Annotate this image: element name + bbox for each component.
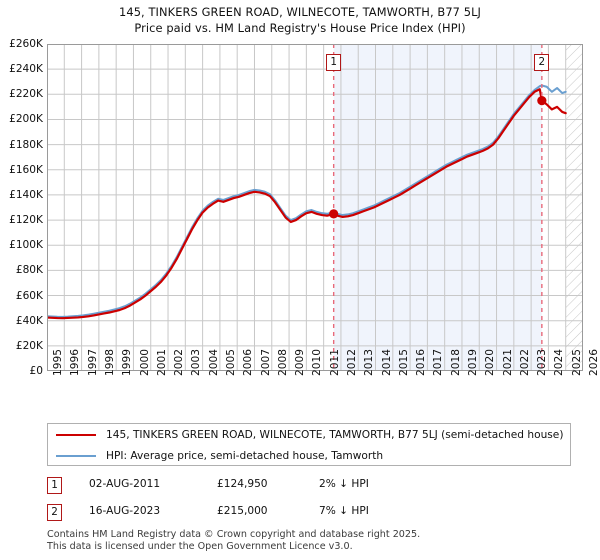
line-swatch-icon-hpi <box>56 455 96 457</box>
transaction-row-1: 1 02-AUG-2011 £124,950 2% ↓ HPI <box>47 477 571 496</box>
footer-line-1: Contains HM Land Registry data © Crown c… <box>47 529 421 540</box>
legend-item-price-paid: 145, TINKERS GREEN ROAD, WILNECOTE, TAMW… <box>48 425 570 445</box>
line-swatch-icon-price-paid <box>56 434 96 436</box>
transaction-badge-2: 2 <box>47 504 62 521</box>
legend-label-hpi: HPI: Average price, semi-detached house,… <box>106 450 384 462</box>
transaction-date-1: 02-AUG-2011 <box>89 478 161 490</box>
chart-series <box>47 84 567 320</box>
transaction-price-1: £124,950 <box>217 478 268 490</box>
transaction-point-markers <box>329 95 547 219</box>
transaction-price-2: £215,000 <box>217 505 268 517</box>
price-history-line-chart <box>47 44 583 371</box>
title-line-2: Price paid vs. HM Land Registry's House … <box>134 21 466 35</box>
transaction-date-2: 16-AUG-2023 <box>89 505 161 517</box>
title-line-1: 145, TINKERS GREEN ROAD, WILNECOTE, TAMW… <box>119 5 481 19</box>
footer-attribution: Contains HM Land Registry data © Crown c… <box>47 529 587 552</box>
chart-marker-badge-2[interactable]: 2 <box>534 54 550 71</box>
transaction-hpi-delta-1: 2% ↓ HPI <box>319 478 369 490</box>
transaction-badge-1: 1 <box>47 477 62 494</box>
footer-line-2: This data is licensed under the Open Gov… <box>47 540 353 552</box>
legend-label-price-paid: 145, TINKERS GREEN ROAD, WILNECOTE, TAMW… <box>106 429 564 441</box>
page-title: 145, TINKERS GREEN ROAD, WILNECOTE, TAMW… <box>0 4 600 36</box>
chart-legend: 145, TINKERS GREEN ROAD, WILNECOTE, TAMW… <box>47 423 571 466</box>
future-hatch-region <box>565 44 583 371</box>
transaction-row-2: 2 16-AUG-2023 £215,000 7% ↓ HPI <box>47 504 571 523</box>
chart-marker-badge-1[interactable]: 1 <box>326 54 342 71</box>
transaction-hpi-delta-2: 7% ↓ HPI <box>319 505 369 517</box>
chart-gridlines <box>47 44 583 371</box>
legend-item-hpi: HPI: Average price, semi-detached house,… <box>48 446 570 466</box>
event-marker-lines <box>332 44 543 371</box>
chart-plot-area <box>47 44 583 371</box>
